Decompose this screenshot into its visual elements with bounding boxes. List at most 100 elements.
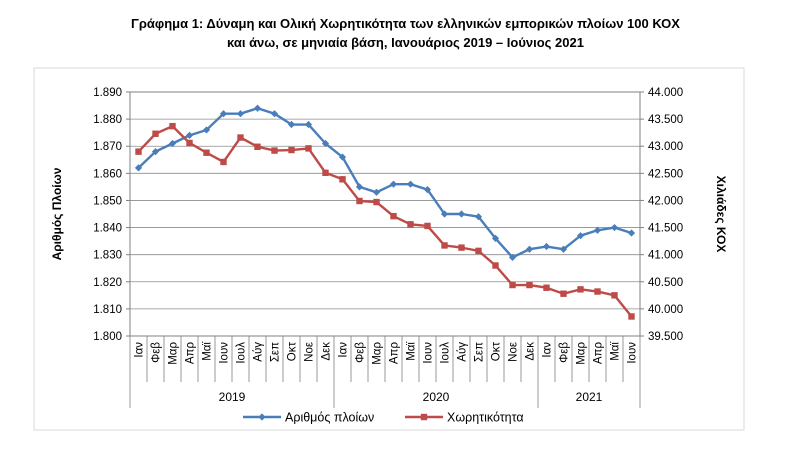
data-point — [152, 130, 159, 137]
data-point — [492, 262, 499, 269]
x-tick-label: Ιουν — [423, 342, 435, 364]
data-point — [271, 147, 278, 154]
x-tick-label: Ιαν — [134, 342, 146, 358]
data-point — [560, 290, 567, 297]
chart-title: Γράφημα 1: Δύναμη και Ολική Χωρητικότητα… — [131, 16, 680, 31]
data-point — [559, 245, 568, 253]
left-tick-label: 1.810 — [93, 304, 122, 316]
x-tick-label: Νοε — [508, 342, 520, 362]
x-tick-label: Φεβ — [355, 342, 367, 363]
x-tick-label: Σεπ — [270, 342, 282, 362]
series-layer — [134, 104, 636, 320]
right-tick-label: 41.500 — [648, 223, 683, 235]
x-tick-label: Απρ — [389, 342, 401, 365]
x-tick-label: Ιουλ — [236, 342, 248, 364]
gridlines — [130, 118, 640, 310]
data-point — [577, 286, 584, 293]
data-point — [390, 212, 397, 220]
year-label: 2020 — [423, 390, 450, 404]
data-point — [610, 223, 619, 232]
x-tick-label: Μαϊ — [202, 342, 214, 361]
legend-label: Χωρητικότητα — [447, 411, 524, 425]
data-point — [509, 281, 516, 289]
left-tick-label: 1.840 — [93, 223, 122, 235]
right-tick-label: 43.500 — [648, 114, 683, 126]
series-line-1 — [137, 107, 632, 259]
right-tick-label: 42.000 — [648, 195, 683, 207]
data-point — [389, 180, 398, 188]
data-point — [237, 134, 244, 141]
x-tick-label: Φεβ — [151, 342, 163, 363]
x-tick-label: Μαϊ — [406, 342, 418, 361]
data-point — [151, 148, 160, 156]
data-point — [440, 210, 449, 218]
data-point — [526, 281, 533, 289]
x-tick-label: Ιαν — [542, 342, 554, 358]
x-tick-label: Ιουν — [627, 342, 639, 364]
left-tick-label: 1.860 — [93, 168, 122, 180]
x-tick-label: Ιουλ — [440, 342, 452, 364]
left-axis-ticks: 1.800 1.810 1.820 1.830 1.840 1.850 1.860 1.870… — [93, 87, 130, 343]
right-tick-label: 41.000 — [648, 250, 683, 262]
right-tick-label: 39.500 — [648, 331, 683, 343]
data-point — [491, 234, 500, 242]
data-point — [236, 110, 245, 118]
data-point — [441, 242, 448, 249]
x-tick-label: Οκτ — [287, 342, 299, 362]
right-tick-label: 44.000 — [648, 87, 683, 99]
left-tick-label: 1.870 — [93, 141, 122, 153]
x-tick-label: Αύγ — [253, 342, 265, 362]
left-tick-label: 1.850 — [93, 195, 122, 207]
data-point — [322, 169, 329, 176]
data-point — [219, 110, 228, 118]
data-point — [508, 253, 517, 261]
left-tick-label: 1.820 — [93, 277, 122, 289]
data-point — [338, 153, 347, 161]
data-point — [542, 242, 551, 251]
data-point — [543, 284, 550, 291]
data-point — [304, 120, 313, 129]
x-tick-label: Δεκ — [525, 342, 537, 361]
data-point — [594, 288, 601, 295]
data-point — [168, 139, 177, 148]
data-point — [406, 180, 415, 188]
x-axis: Ιαν Φεβ Μαρ Απρ Μαϊ Ιουν Ιουλ Αύγ Σεπ Οκτ Νοε Δεκ Ια… — [129, 336, 641, 408]
data-point — [475, 247, 482, 255]
data-point — [270, 110, 279, 118]
legend-marker — [258, 413, 266, 421]
data-point — [457, 210, 466, 218]
left-tick-label: 1.890 — [93, 87, 122, 99]
data-point — [287, 120, 296, 129]
legend-marker — [420, 413, 428, 421]
x-tick-label: Σεπ — [474, 342, 486, 362]
right-tick-label: 43.000 — [648, 141, 683, 153]
data-point — [203, 149, 210, 156]
data-point — [185, 131, 194, 139]
year-label: 2021 — [576, 390, 603, 404]
x-tick-label: Φεβ — [559, 342, 571, 363]
left-axis-label: Αριθμός Πλοίων — [50, 167, 64, 260]
data-point — [186, 139, 193, 147]
legend-label: Αριθμός πλοίων — [285, 411, 374, 425]
x-tick-label: Δεκ — [321, 342, 333, 361]
data-point — [576, 232, 585, 240]
right-tick-label: 40.000 — [648, 304, 683, 316]
data-point — [355, 183, 364, 191]
x-tick-label: Μαρ — [576, 342, 588, 365]
data-point — [288, 146, 295, 154]
x-tick-label: Απρ — [593, 342, 605, 365]
right-tick-label: 40.500 — [648, 277, 683, 289]
x-tick-label: Μαρ — [372, 342, 384, 365]
data-point — [321, 139, 330, 148]
data-point — [474, 213, 483, 221]
chart-subtitle: και άνω, σε μηνιαία βάση, Ιανουάριος 201… — [227, 35, 584, 50]
x-tick-label: Απρ — [185, 342, 197, 365]
right-axis-ticks: 39.500 40.000 40.500 41.000 41.500 42.000 42.5… — [640, 87, 683, 343]
x-tick-label: Νοε — [304, 342, 316, 362]
year-label: 2019 — [219, 390, 246, 404]
data-point — [356, 197, 363, 205]
data-point — [424, 222, 431, 230]
left-tick-label: 1.800 — [93, 331, 122, 343]
left-tick-label: 1.880 — [93, 114, 122, 126]
